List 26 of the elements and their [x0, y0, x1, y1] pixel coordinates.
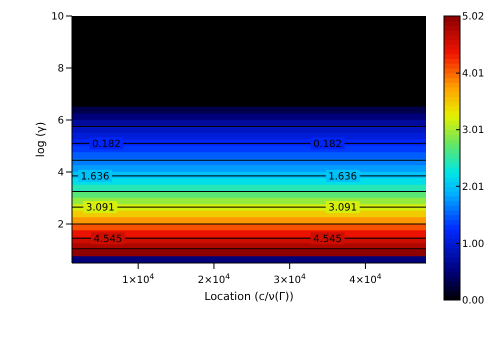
y-tick-label: 2	[58, 220, 64, 231]
color-bar-label: 5.02	[462, 12, 484, 22]
color-bar-label: 4.01	[462, 68, 484, 80]
x-tick-label: 1×10$^{4}$	[122, 272, 155, 286]
y-tick-label: 8	[58, 64, 64, 75]
y-tick-label: 4	[58, 168, 64, 179]
annotation: 0.182	[313, 138, 342, 150]
x-axis-title: Location (c/ν(Γ))	[204, 290, 294, 303]
annotation: 1.636	[328, 171, 358, 182]
color-bar-label: 0.00	[462, 296, 484, 306]
annotation: 3.091	[328, 202, 358, 214]
annotation: 4.545	[94, 234, 122, 245]
annotation: 3.091	[86, 202, 115, 214]
y-axis-title: log (γ)	[34, 122, 47, 158]
color-bar-label: 1.00	[462, 238, 484, 250]
annotation: 4.545	[313, 234, 342, 245]
x-tick-label: 2×10$^{4}$	[198, 272, 230, 286]
annotation: 0.182	[92, 138, 121, 150]
color-bar-label: 2.01	[462, 182, 484, 193]
y-tick-label: 6	[58, 116, 64, 127]
y-tick-label: 10	[51, 12, 64, 23]
x-tick-label: 4×10$^{4}$	[349, 272, 382, 286]
color-bar-label: 3.01	[462, 125, 484, 136]
colour-scale: 0.00 1.00 2.01 3.01 4.01 5.02	[436, 8, 486, 337]
annotation: 1.636	[80, 171, 110, 182]
x-tick-label: 3×10$^{4}$	[274, 272, 306, 286]
